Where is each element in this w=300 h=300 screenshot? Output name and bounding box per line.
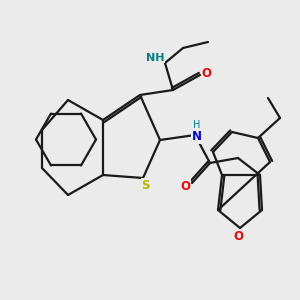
Text: NH: NH — [146, 52, 165, 63]
Text: O: O — [180, 179, 190, 193]
Text: O: O — [202, 67, 212, 80]
Text: N: N — [191, 130, 202, 143]
Text: O: O — [233, 230, 244, 243]
Text: S: S — [141, 179, 150, 192]
Text: H: H — [193, 120, 200, 130]
